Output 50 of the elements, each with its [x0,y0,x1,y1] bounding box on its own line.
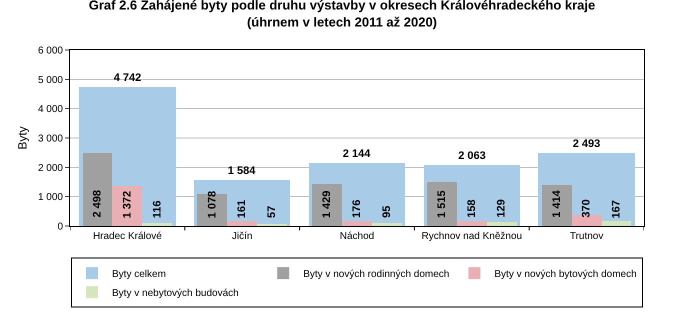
bar [83,153,112,226]
data-label: 1 515 [436,190,448,218]
data-label: 1 372 [121,190,134,218]
bar [112,186,142,226]
data-label: 370 [580,199,593,218]
bar [542,185,572,226]
legend-label: Byty celkem [112,269,166,280]
x-tick-label: Jičín [232,231,252,242]
x-tick-label: Hradec Králové [92,231,162,242]
bar [602,221,631,226]
bar [227,221,257,226]
bar [142,223,172,226]
data-label: 176 [351,200,363,218]
x-tick-label: Trutnov [570,231,604,242]
bar [342,221,372,226]
data-label: 2 498 [92,190,104,218]
data-label: 161 [236,200,248,218]
y-tick-label: 1 000 [38,192,64,204]
x-tick-label: Náchod [340,231,374,242]
data-label: 4 742 [114,72,142,84]
chart-title: Graf 2.6 Zahájené byty podle druhu výstavby v okresech Královéhradeckého kraje (úhrnem v letech 2011 až 2020) [88,0,596,30]
data-label: 1 078 [206,190,218,218]
y-tick-label: 2 000 [38,162,64,174]
y-tick-label: 5 000 [38,74,64,86]
bar [427,182,457,226]
y-tick-label: 3 000 [38,134,64,144]
data-label: 57 [266,206,278,218]
bar [457,221,487,226]
data-label: 2 144 [342,148,372,160]
data-label: 167 [610,200,622,218]
data-label: 2 063 [458,150,486,162]
data-label: 116 [151,200,164,218]
data-label: 2 493 [572,138,600,150]
y-tick-label: 6 000 [38,46,64,56]
y-tick-label: 4 000 [38,104,64,116]
y-tick-label: 0 [57,222,64,232]
data-label: 1 429 [321,190,334,218]
data-label: 1 584 [228,165,256,177]
data-label: 158 [466,199,478,218]
bar [372,223,402,226]
bar [487,222,517,226]
x-tick-label: Rychnov nad Kněžnou [421,231,522,242]
y-axis-title: Byty [15,126,30,150]
data-label: 129 [496,199,508,218]
bar [312,184,342,226]
legend-label: Byty v nebytových budovách [112,288,239,300]
legend-label: Byty v nových bytových domech [494,269,637,280]
data-label: 1 414 [550,189,563,218]
legend-label: Byty v nových rodinných domech [303,269,450,280]
data-label: 95 [380,206,393,218]
